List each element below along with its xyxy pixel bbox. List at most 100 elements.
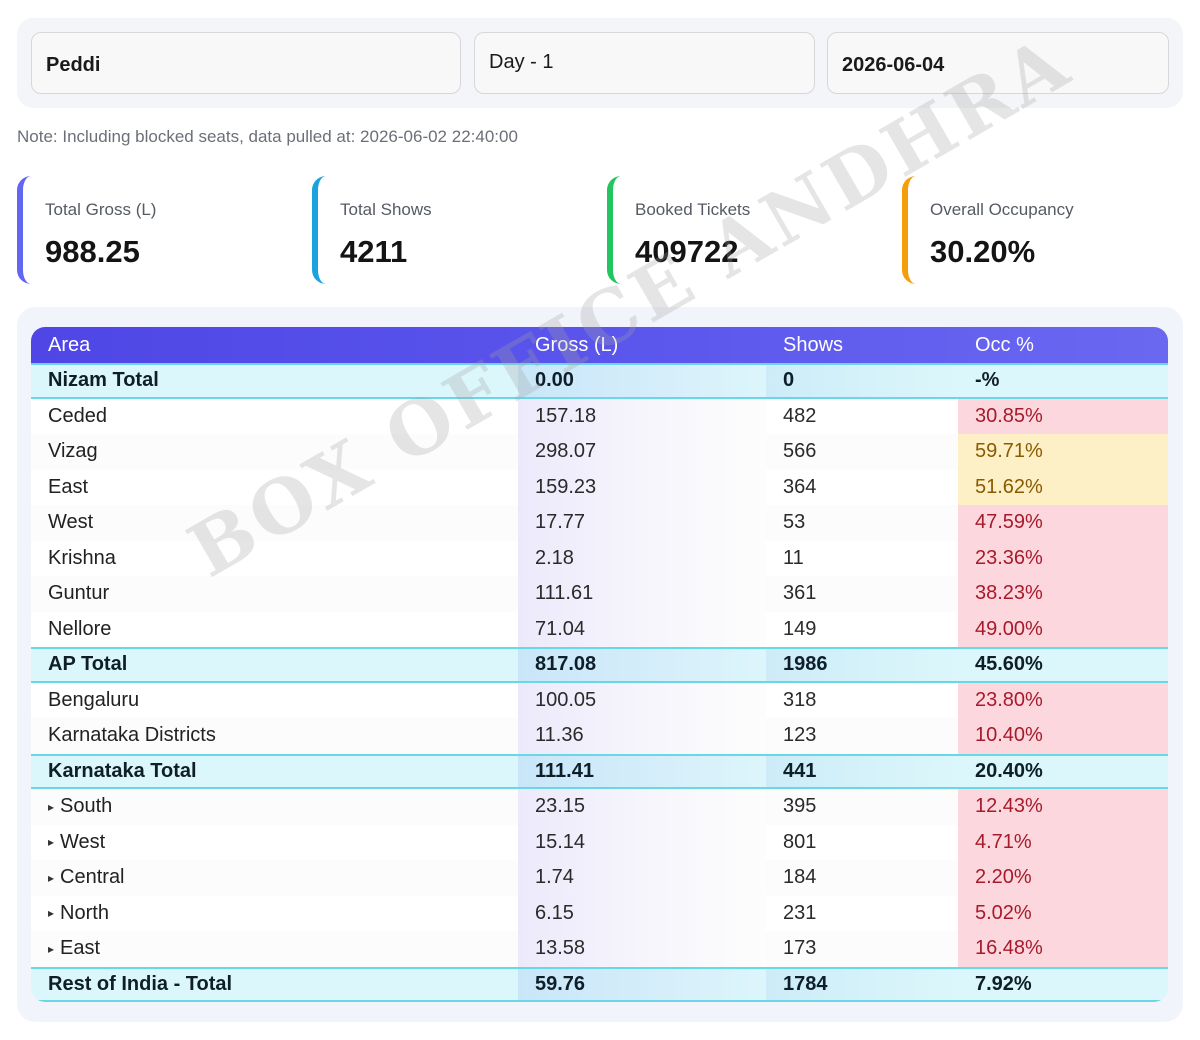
stat-label: Total Gross (L) — [45, 200, 157, 219]
area-cell: West — [31, 505, 518, 541]
area-name: Guntur — [48, 582, 110, 605]
expand-triangle-icon: ▸ — [48, 906, 55, 921]
area-name: South — [60, 795, 113, 818]
gross-cell: 159.23 — [518, 469, 766, 505]
occupancy-cell: 2.20% — [958, 860, 1168, 896]
occupancy-cell: 59.71% — [958, 434, 1168, 470]
occupancy-cell: -% — [958, 365, 1168, 397]
header-area: Area — [48, 333, 91, 356]
occupancy-cell: 23.80% — [958, 682, 1168, 718]
table-row: ▸ North 6.15 231 5.02% — [31, 895, 1168, 931]
stat-label: Total Shows — [340, 200, 432, 219]
table-row: Karnataka Districts 11.36 123 10.40% — [31, 718, 1168, 754]
stat-card: Total Gross (L) 988.25 — [17, 176, 302, 284]
area-name: Central — [60, 866, 125, 889]
area-name: Vizag — [48, 440, 98, 463]
area-cell: ▸ West — [31, 824, 518, 860]
gross-cell: 111.41 — [518, 755, 766, 787]
occupancy-cell: 49.00% — [958, 611, 1168, 647]
stat-value: 30.20% — [930, 234, 1036, 269]
stat-value: 4211 — [340, 234, 408, 269]
table-row: Krishna 2.18 11 23.36% — [31, 540, 1168, 576]
gross-cell: 817.08 — [518, 649, 766, 681]
occupancy-cell: 4.71% — [958, 824, 1168, 860]
header-shows: Shows — [783, 333, 844, 356]
occupancy-cell: 7.92% — [958, 968, 1168, 1000]
stat-card: Booked Tickets 409722 — [607, 176, 892, 284]
header-gross: Gross (L) — [535, 333, 619, 356]
stat-value: 409722 — [635, 234, 739, 269]
area-cell: Nizam Total — [31, 365, 518, 397]
area-cell: Karnataka Total — [31, 756, 518, 788]
area-cell: Bengaluru — [31, 682, 518, 718]
area-name: East — [48, 475, 89, 498]
gross-cell: 15.14 — [518, 824, 766, 860]
expand-triangle-icon: ▸ — [48, 941, 55, 956]
area-name: AP Total — [48, 653, 128, 676]
date-input[interactable]: 2026-06-04 — [827, 32, 1169, 94]
movie-select[interactable]: Peddi — [31, 32, 461, 94]
data-note: Note: Including blocked seats, data pull… — [17, 127, 518, 146]
area-name: West — [60, 830, 106, 853]
collection-table: Area Gross (L) Shows Occ % Nizam Total 0.… — [31, 327, 1168, 1002]
table-header: Area Gross (L) Shows Occ % — [31, 327, 1168, 363]
occupancy-cell: 38.23% — [958, 576, 1168, 612]
area-name: East — [60, 937, 101, 960]
expand-triangle-icon: ▸ — [48, 799, 55, 814]
filter-bar: Peddi Day - 1 2026-06-04 — [17, 18, 1183, 108]
gross-cell: 157.18 — [518, 398, 766, 434]
gross-cell: 6.15 — [518, 895, 766, 931]
shows-cell: 184 — [766, 860, 958, 896]
expand-triangle-icon: ▸ — [48, 835, 55, 850]
gross-cell: 71.04 — [518, 611, 766, 647]
shows-cell: 441 — [766, 755, 958, 787]
shows-cell: 395 — [766, 789, 958, 825]
stat-card: Overall Occupancy 30.20% — [902, 176, 1187, 284]
occupancy-cell: 30.85% — [958, 398, 1168, 434]
table-row: ▸ East 13.58 173 16.48% — [31, 931, 1168, 967]
area-cell: ▸ North — [31, 895, 518, 931]
table-container: Area Gross (L) Shows Occ % Nizam Total 0.… — [17, 307, 1183, 1022]
total-row: Nizam Total 0.00 0 -% — [31, 363, 1168, 399]
shows-cell: 53 — [766, 505, 958, 541]
stat-value: 988.25 — [45, 234, 140, 269]
gross-cell: 59.76 — [518, 968, 766, 1000]
shows-cell: 801 — [766, 824, 958, 860]
occupancy-cell: 10.40% — [958, 718, 1168, 754]
gross-cell: 17.77 — [518, 505, 766, 541]
shows-cell: 318 — [766, 682, 958, 718]
shows-cell: 361 — [766, 576, 958, 612]
table-row: Nellore 71.04 149 49.00% — [31, 611, 1168, 647]
area-name: Bengaluru — [48, 688, 140, 711]
gross-cell: 11.36 — [518, 718, 766, 754]
gross-cell: 0.00 — [518, 365, 766, 397]
gross-cell: 23.15 — [518, 789, 766, 825]
area-cell: Ceded — [31, 398, 518, 434]
table-row: West 17.77 53 47.59% — [31, 505, 1168, 541]
gross-cell: 298.07 — [518, 434, 766, 470]
area-cell: ▸ South — [31, 789, 518, 825]
shows-cell: 482 — [766, 398, 958, 434]
stat-card: Total Shows 4211 — [312, 176, 597, 284]
area-name: North — [60, 901, 109, 924]
shows-cell: 566 — [766, 434, 958, 470]
day-select[interactable]: Day - 1 — [474, 32, 815, 94]
total-row: Rest of India - Total 59.76 1784 7.92% — [31, 966, 1168, 1002]
area-cell: Krishna — [31, 540, 518, 576]
table-row: ▸ South 23.15 395 12.43% — [31, 789, 1168, 825]
shows-cell: 1986 — [766, 649, 958, 681]
total-row: AP Total 817.08 1986 45.60% — [31, 647, 1168, 683]
shows-cell: 149 — [766, 611, 958, 647]
area-name: Krishna — [48, 546, 116, 569]
occupancy-cell: 20.40% — [958, 755, 1168, 787]
occupancy-cell: 23.36% — [958, 540, 1168, 576]
shows-cell: 173 — [766, 931, 958, 967]
area-name: Nellore — [48, 617, 112, 640]
area-name: Nizam Total — [48, 369, 159, 392]
area-cell: Karnataka Districts — [31, 718, 518, 754]
gross-cell: 2.18 — [518, 540, 766, 576]
area-name: West — [48, 511, 94, 534]
area-cell: Vizag — [31, 434, 518, 470]
area-name: Ceded — [48, 404, 107, 427]
table-row: Ceded 157.18 482 30.85% — [31, 398, 1168, 434]
